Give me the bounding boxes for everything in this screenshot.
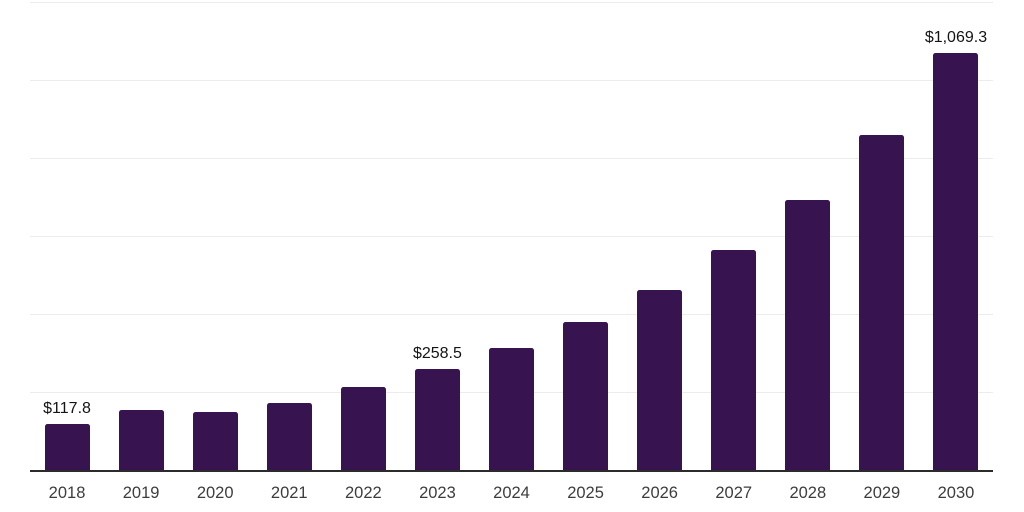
bar-2028	[785, 199, 831, 470]
data-label-2023: $258.5	[412, 345, 462, 363]
bar-2027	[711, 250, 757, 470]
x-tick-label-2023: 2023	[419, 484, 456, 502]
x-tick-label-2030: 2030	[937, 484, 975, 502]
bar-2030	[933, 52, 979, 470]
x-tick-label-2021: 2021	[270, 484, 308, 502]
data-label-2030: $1,069.3	[924, 28, 988, 46]
x-tick-label-2027: 2027	[715, 484, 753, 502]
bar-2025	[563, 322, 609, 470]
x-tick-label-2024: 2024	[493, 484, 530, 502]
x-tick-label-2026: 2026	[641, 484, 678, 502]
bar-2022	[340, 386, 386, 470]
x-tick-label-2028: 2028	[789, 484, 827, 502]
bar-2023	[414, 369, 460, 470]
plot-area: $117.8 $258.5 $1,069.3	[30, 2, 993, 472]
bar-2020	[192, 412, 238, 470]
x-axis-tick-labels: 2018 2019 2020 2021 2022 2023 2024 2025 2026 2027…	[30, 483, 993, 505]
bar-2024	[489, 348, 534, 470]
gridline-400	[30, 314, 993, 315]
bar-2018	[44, 424, 90, 470]
bar-2021	[266, 403, 312, 470]
bar-2026	[637, 290, 683, 470]
gridline-800	[30, 158, 993, 159]
x-tick-label-2020: 2020	[196, 484, 234, 502]
gridline-1200	[30, 2, 993, 3]
x-tick-label-2018: 2018	[48, 484, 86, 502]
x-tick-label-2019: 2019	[122, 484, 160, 502]
data-label-2018: $117.8	[43, 400, 91, 418]
bar-2029	[859, 134, 905, 470]
gridline-1000	[30, 80, 993, 81]
x-axis-line	[30, 470, 993, 472]
x-tick-label-2025: 2025	[567, 484, 604, 502]
x-tick-label-2029: 2029	[863, 484, 901, 502]
gridline-600	[30, 236, 993, 237]
bar-2019	[118, 409, 164, 470]
x-tick-label-2022: 2022	[344, 484, 382, 502]
